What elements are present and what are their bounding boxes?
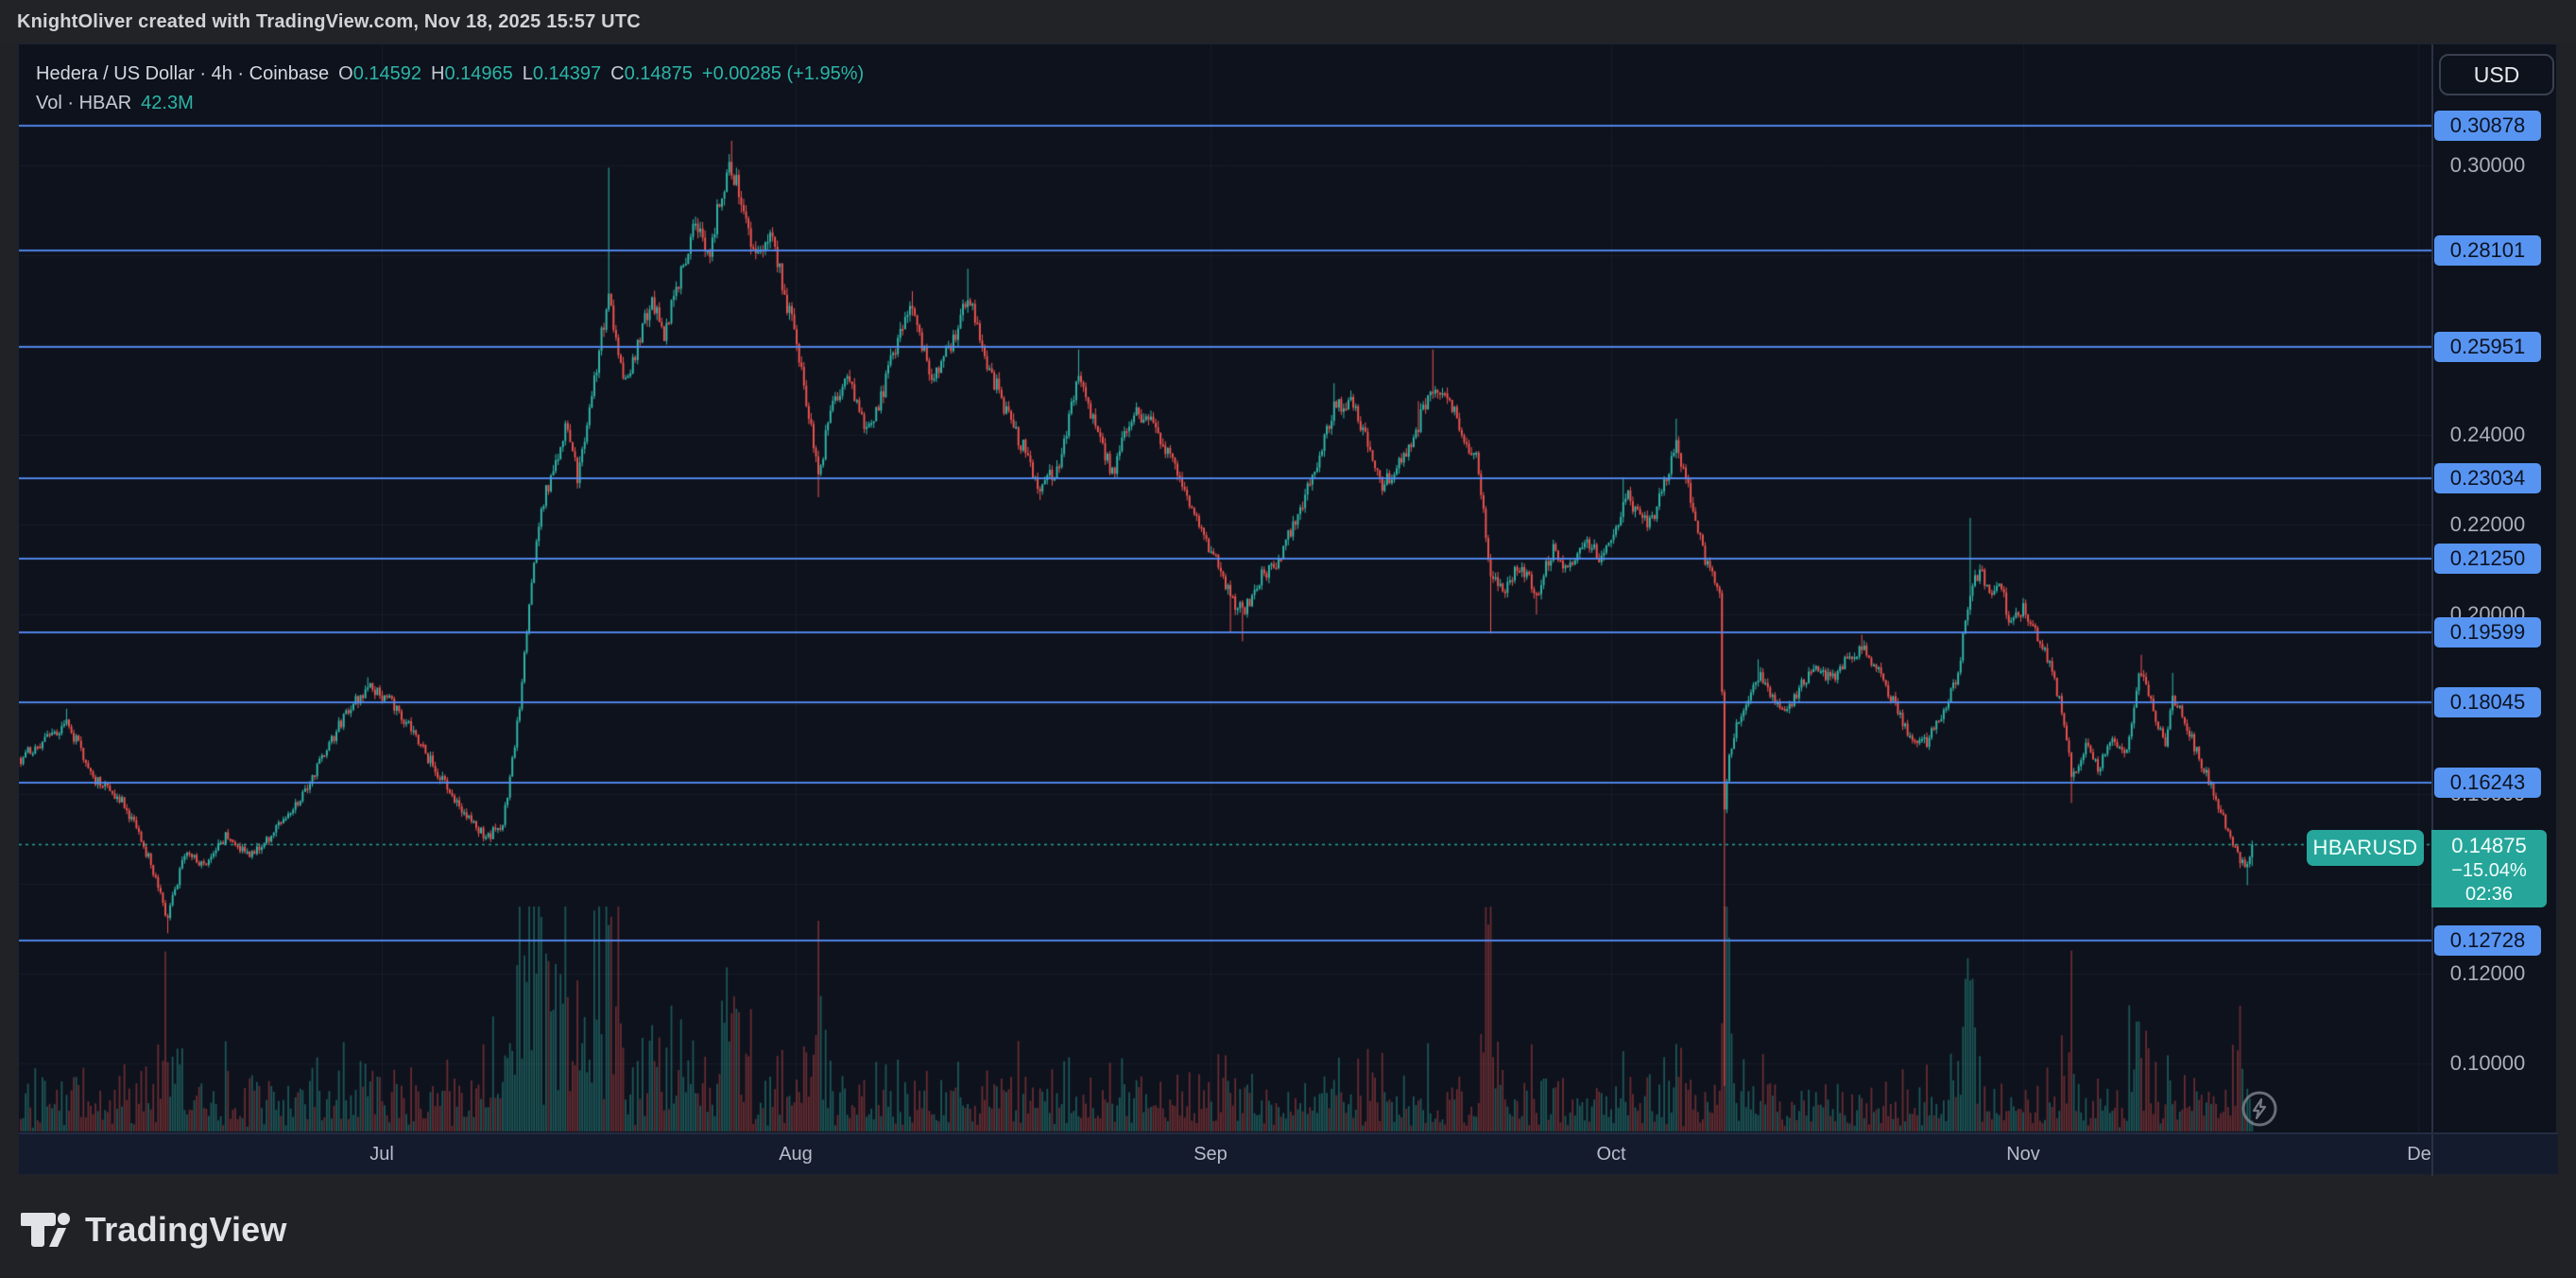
time-axis[interactable]: Jul Aug Sep Oct Nov De	[19, 1132, 2558, 1176]
price-tick: 0.24000	[2449, 423, 2526, 446]
month-label-De: De	[2407, 1144, 2431, 1165]
level-price-label: 0.25951	[2434, 332, 2541, 363]
last-price-value: 0.14875	[2451, 834, 2527, 858]
month-label-Sep: Sep	[1194, 1144, 1228, 1165]
ohlc-value-C: 0.14875	[624, 63, 693, 84]
legend-symbol-row: Hedera / US Dollar · 4h · Coinbase O0.145…	[36, 60, 864, 89]
ohlc-value-L: 0.14397	[532, 63, 602, 84]
level-price-label: 0.12728	[2434, 925, 2541, 957]
last-price-symbol-tag: HBARUSD	[2307, 830, 2424, 867]
level-price-label: 0.28101	[2434, 235, 2541, 267]
level-price-label: 0.19599	[2434, 617, 2541, 648]
ohlc-value-H: 0.14965	[444, 63, 513, 84]
level-price-label: 0.23034	[2434, 462, 2541, 493]
attribution-text: KnightOliver created with TradingView.co…	[17, 11, 641, 32]
ohlc-label-H: H	[431, 63, 445, 84]
time-axis-corner	[2431, 1134, 2558, 1176]
ohlc-label-O: O	[338, 63, 353, 84]
level-price-label: 0.18045	[2434, 686, 2541, 717]
price-axis[interactable]: 0.300000.240000.220000.200000.160000.120…	[2431, 44, 2558, 1132]
ohlc-label-L: L	[522, 63, 533, 84]
last-price-label: 0.14875 −15.04% 02:36	[2431, 830, 2547, 908]
instant-trading-button[interactable]	[2241, 1090, 2278, 1128]
tradingview-logo-icon	[21, 1213, 70, 1247]
level-price-label: 0.30878	[2434, 111, 2541, 142]
price-tick: 0.22000	[2449, 512, 2526, 536]
month-label-Aug: Aug	[779, 1144, 813, 1165]
change-value: +0.00285 (+1.95%)	[701, 63, 865, 84]
chart-canvas[interactable]	[19, 44, 2431, 1132]
legend-volume-row: Vol · HBAR 42.3M	[36, 89, 864, 118]
price-tick: 0.30000	[2449, 153, 2526, 177]
month-label-Nov: Nov	[2006, 1144, 2040, 1165]
ohlc-values: O0.14592 H0.14965 L0.14397 C0.14875	[338, 63, 693, 84]
volume-label: Vol · HBAR	[36, 93, 132, 113]
bar-countdown: 02:36	[2464, 884, 2514, 906]
currency-toggle-button[interactable]: USD	[2439, 54, 2554, 95]
chart-widget: Hedera / US Dollar · 4h · Coinbase O0.145…	[18, 43, 2558, 1176]
footer-branding[interactable]: TradingView	[21, 1208, 287, 1252]
ohlc-label-C: C	[610, 63, 625, 84]
symbol-legend: Hedera / US Dollar · 4h · Coinbase O0.145…	[36, 60, 864, 118]
level-price-label: 0.16243	[2434, 768, 2541, 799]
volume-value: 42.3M	[141, 93, 194, 113]
price-tick: 0.10000	[2449, 1051, 2526, 1075]
ohlc-value-O: 0.14592	[352, 63, 421, 84]
level-price-label: 0.21250	[2434, 543, 2541, 574]
last-price-change: −15.04%	[2451, 860, 2527, 882]
symbol-title: Hedera / US Dollar · 4h · Coinbase	[36, 63, 330, 84]
tradingview-logo-text: TradingView	[85, 1210, 287, 1249]
price-tick: 0.12000	[2449, 961, 2526, 985]
month-label-Oct: Oct	[1596, 1144, 1626, 1165]
attribution-bar: KnightOliver created with TradingView.co…	[0, 0, 2576, 43]
month-label-Jul: Jul	[369, 1144, 394, 1165]
lightning-icon	[2241, 1091, 2277, 1127]
